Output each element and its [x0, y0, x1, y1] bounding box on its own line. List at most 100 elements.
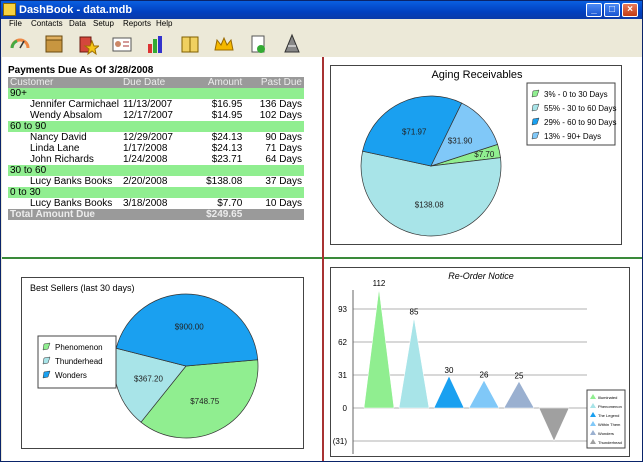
data-label: 25 [515, 371, 524, 380]
slice-label: $138.08 [415, 200, 444, 209]
menu-file[interactable]: File [9, 19, 22, 28]
slice-label: $748.75 [190, 397, 219, 406]
cell-past-due: 64 Days [265, 154, 302, 165]
legend-box [37, 335, 117, 389]
payments-title: Payments Due As Of 3/28/2008 [8, 65, 154, 76]
cell-past-due: 102 Days [259, 110, 302, 121]
group-row: 0 to 30 [8, 187, 304, 198]
cell-customer: Nancy David [30, 132, 87, 143]
cell-past-due: 71 Days [265, 143, 302, 154]
menu-bar: File Contacts Data Setup Reports Help [1, 19, 642, 31]
legend-swatch [531, 117, 540, 126]
table-row[interactable]: Nancy David 12/29/2007 $24.13 90 Days [8, 132, 304, 143]
slice-label: $71.97 [402, 127, 427, 136]
legend-label: Within Them [598, 422, 621, 427]
legend-label: Wonders [598, 431, 614, 436]
minimize-button[interactable]: _ [586, 3, 602, 17]
cell-due-date: 1/24/2008 [122, 154, 168, 165]
box-icon[interactable] [43, 33, 65, 55]
reorder-notice-chart: Re-Order Notice 93 62 31 0 (31) 112 85 30 26 25 Ill… [330, 267, 630, 457]
menu-reports[interactable]: Reports [123, 19, 152, 28]
total-label: Total Amount Due [8, 209, 189, 220]
pie-slice [360, 150, 502, 237]
group-label: 0 to 30 [8, 187, 304, 198]
id-card-icon[interactable] [111, 33, 133, 55]
slice-label: $900.00 [175, 323, 204, 332]
slice-label: $31.90 [448, 137, 473, 146]
legend-swatch [590, 421, 596, 426]
reorder-bar-svg: Re-Order Notice 93 62 31 0 (31) 112 85 30 26 25 Ill… [333, 271, 626, 454]
gauge-icon[interactable] [9, 33, 31, 55]
cell-amount: $138.08 [206, 176, 243, 187]
cell-customer: John Richards [30, 154, 94, 165]
table-row[interactable]: Jennifer Carmichael 11/13/2007 $16.95 136 D… [8, 99, 304, 110]
legend-label: Illuminated [598, 395, 617, 400]
menu-data[interactable]: Data [69, 19, 86, 28]
slice-label: $367.20 [134, 375, 163, 384]
cell-customer: Lucy Banks Books [30, 176, 113, 187]
menu-help[interactable]: Help [156, 19, 173, 28]
title-bar[interactable]: DashBook - data.mdb _ □ × [1, 1, 642, 19]
cell-due-date: 1/17/2008 [122, 143, 168, 154]
table-row[interactable]: Lucy Banks Books 3/18/2008 $7.70 10 Days [8, 198, 304, 209]
group-row: 90+ [8, 88, 304, 99]
legend-swatch [590, 439, 596, 444]
cell-due-date: 11/13/2007 [122, 99, 173, 110]
books-icon[interactable] [179, 33, 201, 55]
legend-swatch [42, 370, 51, 379]
group-label: 60 to 90 [8, 121, 304, 132]
aging-pie-svg: $7.70 $138.08 $71.97 $31.90 Aging Receivable… [360, 69, 616, 237]
legend-label: 55% - 30 to 60 Days [544, 104, 616, 113]
document-icon[interactable] [247, 33, 269, 55]
book-star-icon[interactable] [77, 33, 99, 55]
legend-swatch [531, 89, 540, 98]
cell-customer: Lucy Banks Books [30, 198, 113, 209]
pie-slice [362, 95, 463, 167]
cell-customer: Wendy Absalom [30, 110, 103, 121]
table-row[interactable]: Wendy Absalom 12/17/2007 $14.95 102 Days [8, 110, 304, 121]
legend-label: Phenomenon [55, 343, 103, 352]
table-row[interactable]: John Richards 1/24/2008 $23.71 64 Days [8, 154, 304, 165]
cell-past-due: 37 Days [265, 176, 302, 187]
group-row: 30 to 60 [8, 165, 304, 176]
bar [503, 380, 535, 409]
cell-amount: $7.70 [217, 198, 243, 209]
party-hat-icon[interactable] [281, 33, 303, 55]
legend-swatch [42, 342, 51, 351]
y-tick-label: 31 [338, 371, 347, 380]
app-icon [3, 3, 16, 16]
bar [363, 288, 395, 409]
window-title: DashBook - data.mdb [19, 4, 133, 16]
cell-past-due: 90 Days [265, 132, 302, 143]
legend-label: Thunderhead [598, 440, 622, 445]
bar-chart-icon[interactable] [145, 33, 167, 55]
header-customer: Customer [8, 77, 121, 88]
cell-due-date: 2/20/2008 [122, 176, 168, 187]
close-button[interactable]: × [622, 3, 638, 17]
pie-slice [140, 359, 259, 439]
divider-vertical [322, 57, 324, 461]
total-row: Total Amount Due $249.65 [8, 209, 304, 220]
aging-receivables-chart: $7.70 $138.08 $71.97 $31.90 Aging Receivable… [330, 65, 622, 245]
slice-label: $7.70 [474, 150, 495, 159]
y-tick-label: 0 [343, 404, 348, 413]
legend-label: 13% - 90+ Days [544, 132, 601, 141]
cell-due-date: 3/18/2008 [122, 198, 168, 209]
cell-amount: $14.95 [211, 110, 243, 121]
table-row[interactable]: Linda Lane 1/17/2008 $24.13 71 Days [8, 143, 304, 154]
bar [468, 379, 500, 409]
best-sellers-pie-svg: $748.75 $367.20 $900.00 Best Sellers (last … [30, 283, 259, 439]
toolbar [1, 31, 642, 57]
group-row: 60 to 90 [8, 121, 304, 132]
chart-title: Aging Receivables [431, 69, 523, 81]
legend-swatch [590, 430, 596, 435]
menu-contacts[interactable]: Contacts [31, 19, 63, 28]
data-label: 112 [373, 279, 386, 288]
cell-customer: Jennifer Carmichael [30, 99, 119, 110]
chart-title: Best Sellers (last 30 days) [30, 283, 135, 293]
y-tick-label: (31) [333, 437, 348, 446]
crown-icon[interactable] [213, 33, 235, 55]
menu-setup[interactable]: Setup [93, 19, 114, 28]
maximize-button[interactable]: □ [604, 3, 620, 17]
table-row[interactable]: Lucy Banks Books 2/20/2008 $138.08 37 Days [8, 176, 304, 187]
